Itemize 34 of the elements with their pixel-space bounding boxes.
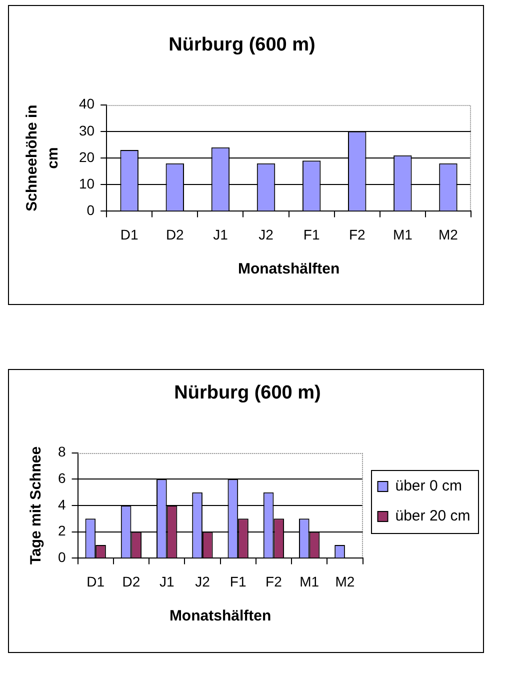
y-axis-title: Schneehöhe in cm xyxy=(24,104,62,212)
x-tick-label: D1 xyxy=(120,226,139,242)
x-tick-label: F1 xyxy=(303,226,320,242)
x-tick-label: F2 xyxy=(348,226,366,242)
y-tick-label: 20 xyxy=(78,148,95,165)
x-tick-label: M2 xyxy=(438,226,458,242)
x-tick-label: J1 xyxy=(213,226,228,242)
x-tick-label: J1 xyxy=(159,573,174,590)
x-tick-label: M2 xyxy=(335,573,355,590)
chart-title: Nürburg (600 m) xyxy=(168,34,316,56)
y-tick-label: 0 xyxy=(86,202,95,218)
y-tick-label: 2 xyxy=(58,522,66,539)
x-axis-title: Monatshälften xyxy=(169,608,272,625)
legend-label: über 0 cm xyxy=(395,478,462,495)
x-tick-label: D2 xyxy=(122,573,140,590)
x-tick-label: M1 xyxy=(392,226,413,242)
x-tick-label: M1 xyxy=(300,573,320,590)
y-tick-label: 30 xyxy=(78,122,95,138)
y-tick-label: 0 xyxy=(58,549,66,566)
x-tick-label: J2 xyxy=(195,573,210,590)
legend-label: über 20 cm xyxy=(395,508,470,525)
x-axis-title: Monatshälften xyxy=(238,260,340,278)
y-tick-label: 10 xyxy=(78,175,95,192)
x-tick-label: J2 xyxy=(258,226,274,242)
x-tick-label: F1 xyxy=(230,573,246,590)
y-tick-label: 6 xyxy=(58,470,66,486)
chart-title: Nürburg (600 m) xyxy=(174,382,321,404)
y-tick-label: 8 xyxy=(58,444,66,460)
x-tick-label: D2 xyxy=(166,226,184,242)
x-tick-label: F2 xyxy=(266,573,282,590)
y-axis-title: Tage mit Schnee xyxy=(28,446,45,565)
x-tick-label: D1 xyxy=(86,573,105,590)
y-tick-label: 40 xyxy=(78,96,95,112)
y-tick-label: 4 xyxy=(58,496,66,512)
